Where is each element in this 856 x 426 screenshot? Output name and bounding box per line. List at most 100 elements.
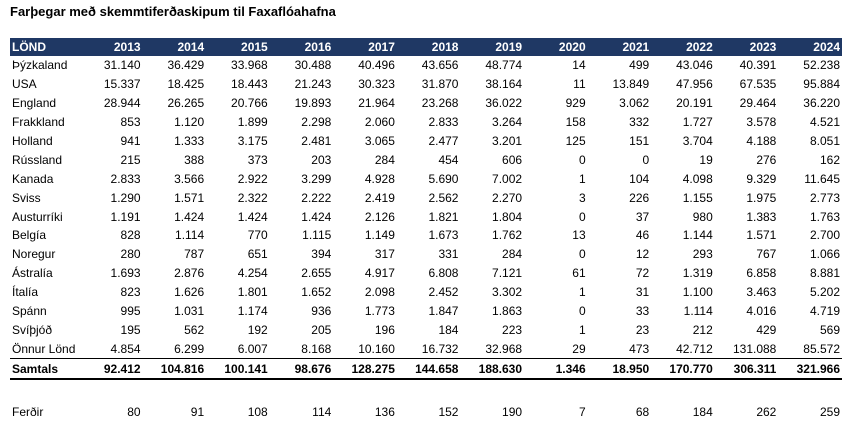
cell-value: 3.578	[746, 115, 777, 130]
cell-value: 72	[635, 266, 650, 281]
cell-value: 473	[629, 341, 650, 356]
cell-value: 3.566	[174, 171, 205, 186]
page-title: Farþegar með skemmtiferðaskipum til Faxa…	[10, 4, 336, 19]
cell-value: 47.956	[676, 77, 713, 92]
table-row: Austurríki 1.191 1.424 1.424 1.424 2.126 1.821…	[10, 207, 842, 226]
cell-value: 12	[635, 247, 650, 262]
cell-value: 14	[572, 58, 586, 73]
cell-value: 2.126	[364, 209, 395, 224]
cell-value: 6.858	[746, 266, 777, 281]
trips-row: Ferðir 80 91 108 114 136 152 190 7 68 184 262 259	[10, 401, 842, 422]
cell-value: 3.062	[619, 96, 650, 111]
cell-value: 16.732	[421, 341, 459, 356]
cell-value: 1.149	[364, 228, 395, 243]
cell-value: 3.175	[237, 134, 268, 148]
cell-value: 223	[502, 322, 523, 337]
cell-value: 3.463	[746, 285, 777, 300]
cell-value: 929	[565, 96, 586, 111]
cell-value: 131.088	[732, 341, 777, 356]
header-year: 2014	[142, 38, 207, 56]
cell-value: 11.645	[804, 171, 840, 186]
cell-value: 1.290	[110, 190, 141, 205]
spacer-row	[10, 379, 842, 401]
cell-value: 95.884	[803, 77, 840, 92]
cell-value: 823	[120, 285, 141, 300]
cell-value: 144.658	[396, 358, 461, 381]
total-row: Samtals 92.412 104.816 100.141 98.676 128.275…	[10, 358, 842, 381]
cell-value: 1.424	[174, 209, 205, 224]
table-row: Sviss 1.290 1.571 2.322 2.222 2.419 2.562 2.270…	[10, 188, 842, 207]
cell-value: 2.477	[428, 134, 459, 148]
cell-value: 2.922	[237, 171, 268, 186]
cell-value: 4.016	[746, 304, 777, 319]
table-row: Spánn 995 1.031 1.174 936 1.773 1.847 1.863 0 33 1…	[10, 302, 842, 321]
cell-value: 104	[629, 171, 650, 186]
cell-value: 98.676	[269, 358, 334, 381]
cell-value: 394	[311, 247, 332, 262]
header-year: 2021	[587, 38, 652, 56]
cell-value: 190	[502, 404, 523, 419]
cell-value: 203	[311, 152, 332, 167]
cell-value: 212	[692, 322, 713, 337]
cell-value: 8.881	[809, 266, 840, 281]
cell-value: 31	[635, 285, 650, 300]
cell-value: 317	[374, 247, 395, 262]
row-label: Ferðir	[12, 404, 44, 419]
cell-value: 1.174	[237, 304, 268, 319]
cell-value: 2.298	[301, 115, 332, 130]
row-label: Svíþjóð	[12, 322, 53, 337]
cell-value: 151	[629, 134, 650, 148]
cell-value: 29	[572, 341, 586, 356]
cell-value: 2.098	[364, 285, 395, 300]
cell-value: 606	[502, 152, 523, 167]
cell-value: 293	[692, 247, 713, 262]
cell-value: 499	[629, 58, 650, 73]
cell-value: 373	[247, 152, 268, 167]
row-label: Belgía	[12, 228, 47, 243]
header-year: 2023	[714, 38, 779, 56]
cell-value: 1.693	[110, 266, 141, 281]
cell-value: 2.481	[301, 134, 332, 148]
table-row: Önnur Lönd 4.854 6.299 6.007 8.168 10.160 16.7…	[10, 339, 842, 358]
cell-value: 21.964	[358, 96, 395, 111]
cell-value: 3.302	[492, 285, 523, 300]
cell-value: 1.773	[364, 304, 395, 319]
cell-value: 767	[756, 247, 777, 262]
cell-value: 1	[578, 322, 586, 337]
cell-value: 429	[756, 322, 777, 337]
table-row: England 28.944 26.265 20.766 19.893 21.964 23.…	[10, 94, 842, 113]
cell-value: 196	[374, 322, 395, 337]
cell-value: 13	[572, 228, 586, 243]
cell-value: 195	[120, 322, 141, 337]
cell-value: 7	[578, 404, 586, 419]
cell-value: 0	[642, 152, 650, 167]
row-label: Frakkland	[12, 115, 65, 130]
cell-value: 980	[692, 209, 713, 224]
row-label: Önnur Lönd	[12, 341, 76, 356]
cell-value: 18.950	[587, 358, 652, 381]
header-year: 2017	[333, 38, 397, 56]
cell-value: 13.849	[612, 77, 650, 92]
cell-value: 43.046	[676, 58, 713, 73]
cell-value: 104.816	[142, 358, 207, 381]
table-row: Ástralía 1.693 2.876 4.254 2.655 4.917 6.808 7.…	[10, 264, 842, 283]
cell-value: 770	[247, 228, 268, 243]
row-label: Spánn	[12, 304, 47, 319]
cell-value: 1.155	[682, 190, 713, 205]
cell-value: 19.893	[294, 96, 332, 111]
cell-value: 1.727	[682, 115, 713, 130]
cell-value: 21.243	[294, 77, 332, 92]
cell-value: 3.299	[301, 171, 332, 186]
cell-value: 29.464	[739, 96, 777, 111]
cell-value: 188.630	[460, 358, 525, 381]
cell-value: 10.160	[358, 341, 395, 356]
cell-value: 1.031	[174, 304, 205, 319]
cell-value: 828	[120, 228, 141, 243]
cell-value: 36.022	[485, 96, 523, 111]
header-year: 2016	[269, 38, 334, 56]
cell-value: 19	[699, 152, 713, 167]
cell-value: 2.270	[492, 190, 523, 205]
cell-value: 40.391	[739, 58, 777, 73]
cell-value: 332	[629, 115, 650, 130]
cell-value: 2.222	[301, 190, 332, 205]
